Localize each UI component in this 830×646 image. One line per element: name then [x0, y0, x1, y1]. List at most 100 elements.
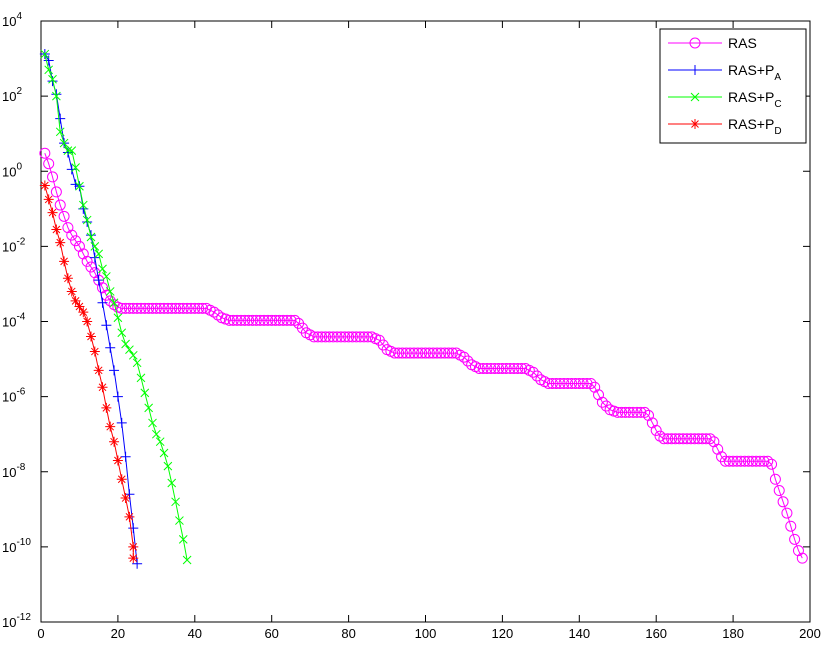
- data-point: [59, 256, 70, 267]
- data-point: [323, 331, 335, 343]
- data-point: [82, 215, 92, 225]
- data-point: [132, 358, 142, 368]
- data-point: [396, 347, 408, 359]
- data-point: [104, 295, 116, 307]
- data-point: [162, 302, 174, 314]
- x-tick-label: 60: [264, 626, 278, 641]
- data-point: [163, 461, 173, 471]
- data-point: [173, 302, 185, 314]
- data-point: [723, 455, 735, 467]
- data-point: [94, 249, 104, 259]
- data-point: [412, 347, 424, 359]
- data-point: [273, 314, 285, 326]
- data-point: [731, 455, 743, 467]
- data-point: [335, 331, 347, 343]
- data-point: [789, 533, 801, 545]
- data-point: [690, 92, 700, 102]
- data-point: [250, 314, 262, 326]
- data-point: [93, 275, 104, 286]
- data-point: [43, 194, 54, 205]
- data-point: [109, 365, 120, 376]
- data-point: [239, 314, 251, 326]
- data-point: [658, 433, 670, 445]
- x-tick-label: 160: [645, 626, 667, 641]
- data-point: [258, 314, 270, 326]
- data-point: [52, 91, 61, 101]
- data-point: [120, 302, 132, 314]
- data-point: [281, 314, 293, 326]
- x-tick-label: 80: [341, 626, 355, 641]
- data-point: [689, 433, 701, 445]
- data-point: [124, 511, 135, 522]
- data-point: [116, 417, 127, 428]
- data-point: [327, 331, 339, 343]
- data-point: [431, 347, 443, 359]
- data-point: [44, 65, 54, 75]
- legend-label: RAS+PA: [728, 62, 781, 83]
- data-point: [746, 455, 758, 467]
- data-point: [121, 339, 130, 349]
- data-point: [128, 523, 139, 534]
- axis-ticks: 0 20 40 60 80 100 120 140 160 180 200 104 102 100 10-2…: [2, 11, 821, 641]
- y-tick-label: 10-6: [2, 387, 26, 405]
- data-point: [320, 331, 332, 343]
- x-tick-label: 20: [111, 626, 125, 641]
- data-point: [175, 516, 184, 525]
- x-tick-label: 100: [415, 626, 437, 641]
- data-point: [67, 146, 77, 155]
- series-ras-p-d: [39, 180, 139, 564]
- data-point: [50, 186, 62, 198]
- data-point: [393, 347, 405, 359]
- data-point: [739, 455, 751, 467]
- data-point: [285, 314, 297, 326]
- data-point: [159, 448, 169, 458]
- data-point: [81, 255, 93, 267]
- legend-item: RAS+PA: [668, 62, 781, 83]
- data-point: [116, 302, 128, 314]
- data-point: [493, 362, 505, 374]
- data-point: [696, 433, 708, 445]
- data-point: [105, 287, 115, 296]
- data-point: [277, 314, 289, 326]
- legend-label: RAS: [728, 35, 757, 51]
- data-point: [312, 331, 324, 343]
- data-point: [78, 200, 88, 210]
- data-point: [127, 302, 139, 314]
- data-point: [262, 314, 274, 326]
- data-point: [150, 302, 162, 314]
- data-point: [66, 229, 78, 241]
- data-point: [98, 264, 107, 274]
- data-point: [758, 455, 770, 467]
- legend-item: RAS+PC: [668, 89, 782, 110]
- data-point: [354, 331, 366, 343]
- data-point: [677, 433, 689, 445]
- data-point: [400, 347, 412, 359]
- data-point: [170, 302, 182, 314]
- data-point: [105, 421, 116, 432]
- data-point: [558, 377, 570, 389]
- data-point: [136, 373, 146, 383]
- data-point: [55, 127, 65, 137]
- data-point: [105, 342, 116, 353]
- data-point: [59, 138, 69, 148]
- data-point: [404, 347, 416, 359]
- data-point: [102, 272, 111, 281]
- data-point: [420, 347, 431, 359]
- data-point: [650, 424, 662, 436]
- data-point: [446, 347, 458, 359]
- data-point: [512, 362, 524, 374]
- data-point: [600, 400, 612, 412]
- x-tick-label: 180: [722, 626, 744, 641]
- data-point: [97, 382, 108, 393]
- data-point: [527, 366, 539, 378]
- data-point: [689, 37, 701, 49]
- data-point: [690, 65, 700, 75]
- data-point: [63, 146, 73, 155]
- data-point: [112, 391, 123, 402]
- data-point: [155, 437, 165, 447]
- data-point: [473, 362, 485, 374]
- data-point: [189, 302, 201, 314]
- data-point: [504, 362, 516, 374]
- data-point: [158, 302, 170, 314]
